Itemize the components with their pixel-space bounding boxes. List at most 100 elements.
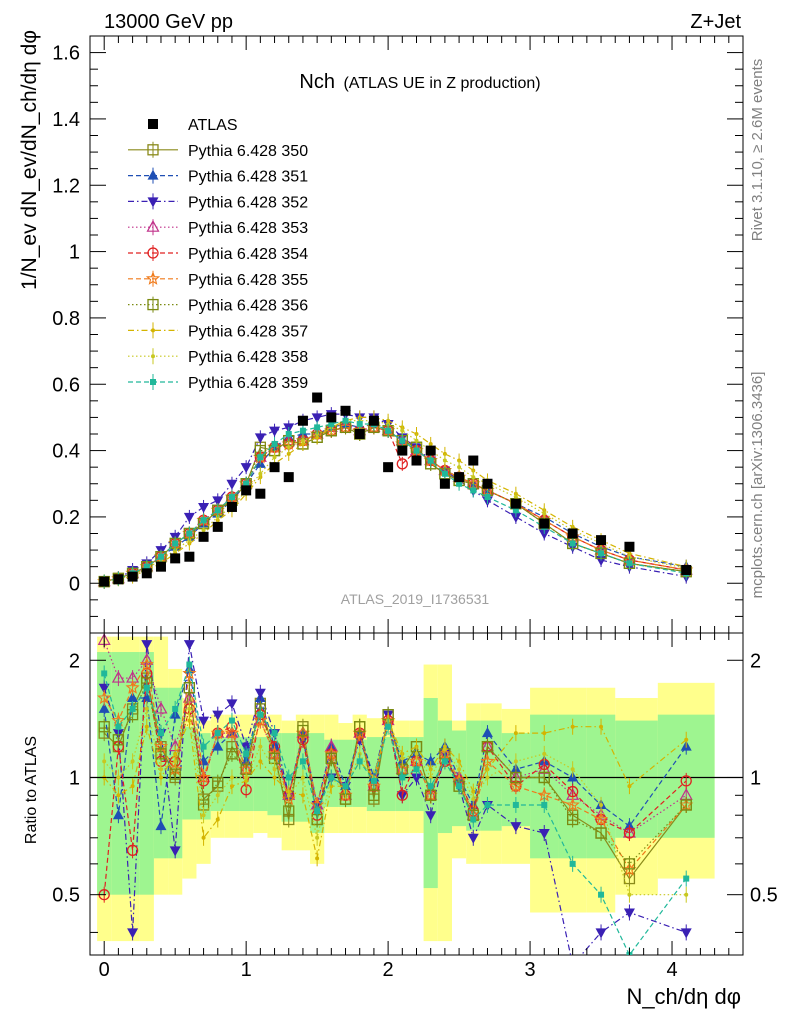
ratio-data-point [627,784,632,789]
legend-marker [147,247,159,259]
ratio-data-point [182,666,197,680]
ratio-data-point [201,813,206,818]
atlas-data-point [212,521,223,532]
ratio-data-point [112,809,124,820]
ratio-data-point [116,775,121,780]
main-data-point [243,480,250,487]
legend-label: Pythia 6.428 350 [188,143,308,160]
legend-marker [146,219,160,232]
main-data-point [414,438,419,443]
main-y-tick-label: 0 [69,573,80,595]
ratio-data-point [300,793,305,798]
legend-entry: Pythia 6.428 358 [128,348,308,366]
ratio-data-point [271,730,278,737]
ratio-data-point [272,775,277,780]
ratio-band-inner-bin [182,726,197,820]
ratio-band-inner-bin [437,720,452,834]
ratio-data-point [356,758,363,765]
legend-marker [151,354,155,359]
ratio-data-point [567,813,579,826]
ratio-data-point [595,827,607,839]
atlas-data-point [113,574,124,585]
ratio-data-point [187,706,192,711]
atlas-data-point [170,553,181,564]
ratio-data-point [129,705,136,712]
ratio-band-inner-bin [210,737,225,812]
ratio-data-point [228,717,235,724]
main-data-point [257,454,264,461]
ratio-data-point [115,723,122,730]
ratio-data-point [684,892,689,897]
ratio-data-point [680,775,692,787]
main-data-point [400,428,405,433]
ratio-data-point [144,706,149,711]
ratio-data-point [112,734,125,746]
atlas-data-point [397,445,408,456]
main-data-point [413,447,420,454]
chart-title-subtitle: (ATLAS UE in Z production) [343,75,540,92]
ratio-series-line [103,662,687,871]
ratio-data-point [229,775,234,780]
legend-entry: Pythia 6.428 355 [128,270,308,289]
main-data-point [470,487,477,494]
main-data-point [314,424,321,431]
ratio-data-point [567,961,578,971]
ratio-data-point [538,771,550,784]
main-data-point [598,550,605,557]
legend-label: Pythia 6.428 351 [188,169,308,186]
legend-marker [150,379,156,385]
ratio-data-point [258,744,263,749]
ratio-data-point [314,808,321,815]
legend-marker [147,298,159,311]
ratio-data-point [226,699,238,710]
main-data-point [356,421,363,428]
ratio-series-line [103,680,687,865]
ratio-data-point [315,856,320,861]
main-data-point [157,553,164,560]
ratio-y-tick-label: 1 [69,767,80,789]
ratio-data-point [385,723,392,730]
energy-label: 13000 GeV pp [104,11,233,33]
ratio-data-point [286,793,291,798]
ratio-data-point [127,692,139,703]
legend-entry: Pythia 6.428 356 [128,296,308,315]
ratio-data-point [513,731,518,736]
ratio-data-point [212,710,224,721]
ratio-data-point [470,816,477,823]
legend-entry: Pythia 6.428 357 [128,322,308,340]
chart-title-main: Nch [299,71,335,93]
main-data-point [258,471,263,476]
ratio-data-point [598,891,605,898]
main-data-point [198,502,210,513]
legend-entry: Pythia 6.428 352 [128,193,308,211]
atlas-data-point [340,405,351,416]
ratio-data-point [370,777,377,784]
main-data-point [183,512,195,523]
atlas-data-point [184,551,195,562]
ratio-data-point [173,759,178,764]
ratio-data-point [510,771,522,784]
ratio-band-inner-bin [352,739,367,807]
ratio-data-point [253,713,268,727]
main-data-point [299,427,306,434]
ratio-data-point [622,862,637,876]
main-data-point [441,470,448,477]
x-axis-label: N_ch/dη dφ [626,984,741,1009]
main-data-point [269,426,281,437]
ratio-data-point [414,751,419,756]
legend-marker [145,271,161,285]
main-series-line [104,416,687,583]
main-data-point [285,431,292,437]
ratio-data-point [542,731,547,736]
main-y-tick-label: 1.6 [52,43,80,65]
ratio-data-point [97,690,112,705]
ratio-series-line [103,664,687,955]
process-label: Z+Jet [690,11,741,33]
ratio-data-point [627,892,632,897]
ratio-data-point [400,756,405,761]
legend-label: Pythia 6.428 359 [188,375,308,392]
ratio-data-point [196,770,211,784]
ratio-data-point [542,751,547,756]
main-y-tick-label: 0.8 [52,308,80,330]
main-data-point [399,437,406,444]
